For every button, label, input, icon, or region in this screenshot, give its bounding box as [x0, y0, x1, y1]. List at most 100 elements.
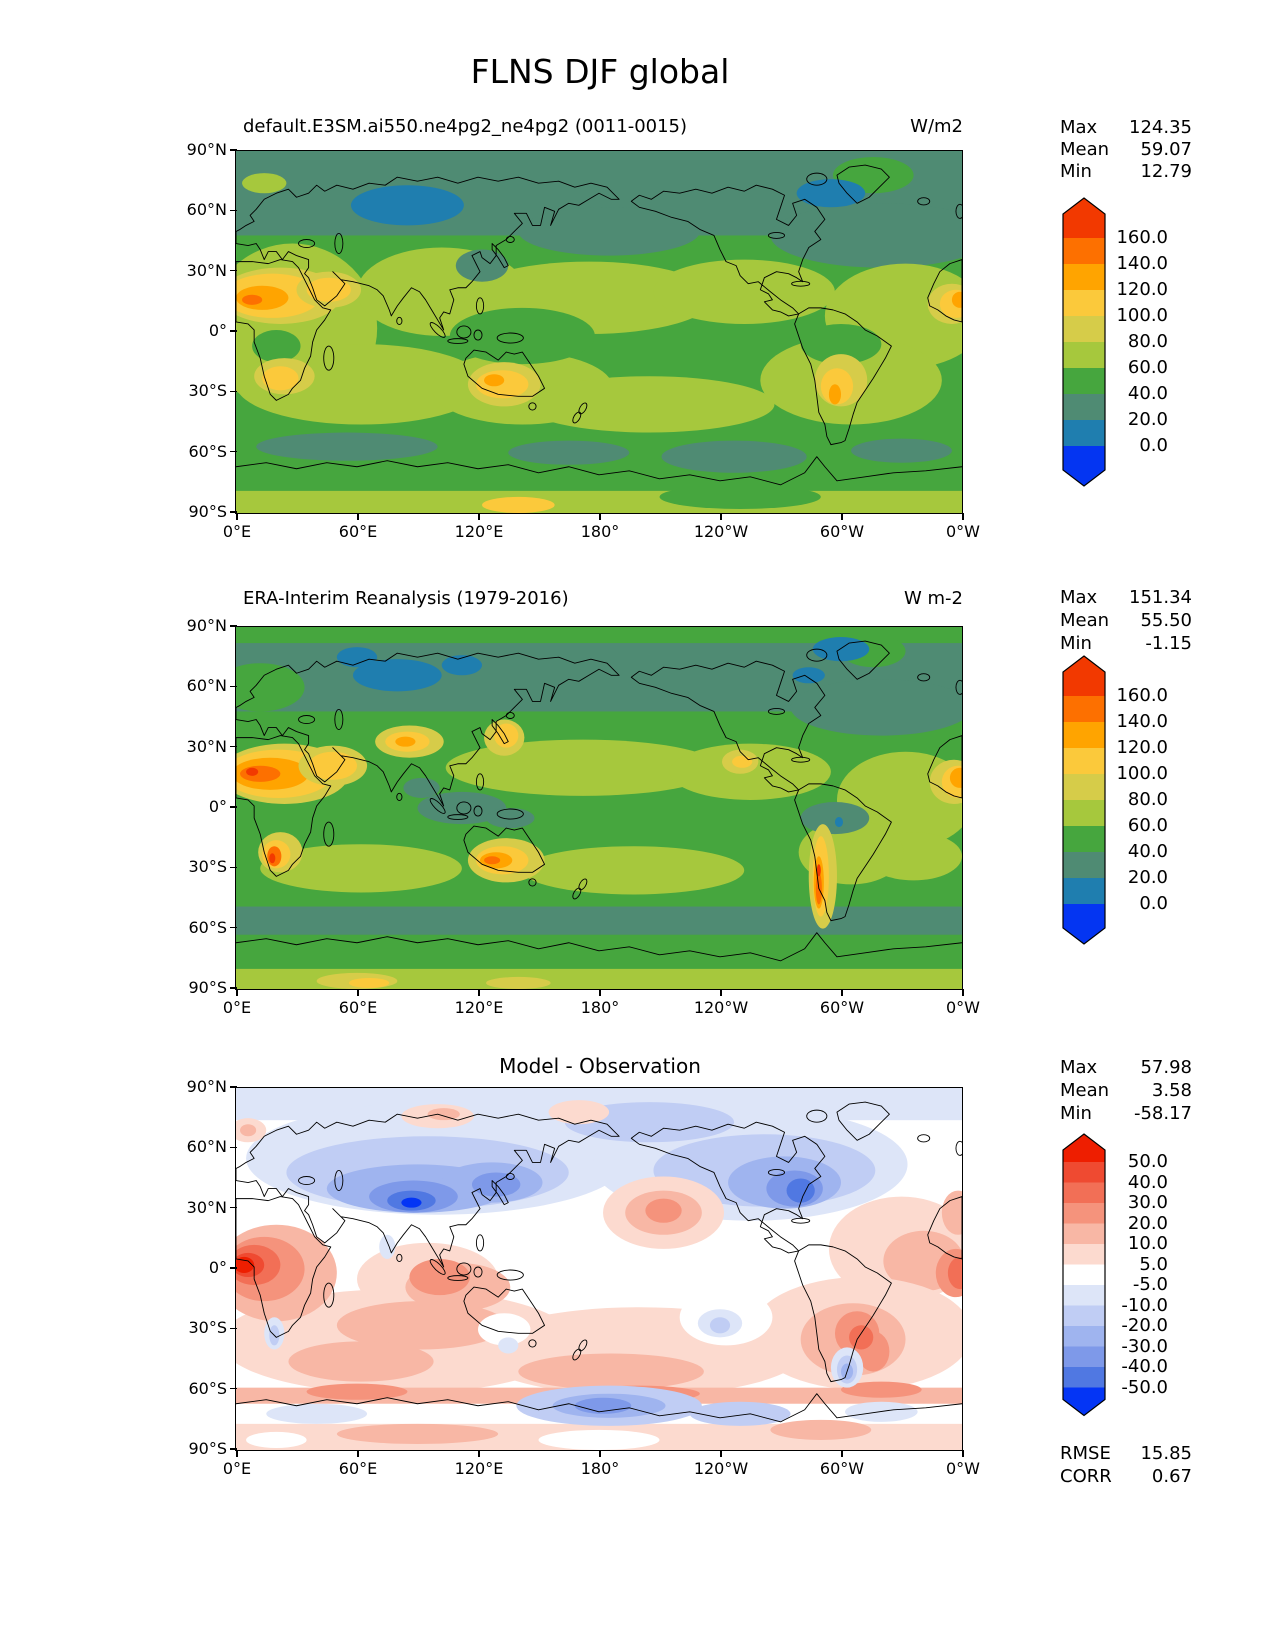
- panel2-title: ERA-Interim Reanalysis (1979-2016): [243, 588, 569, 609]
- lon-tick-mark: [357, 1450, 359, 1457]
- lon-tick-mark: [478, 989, 480, 996]
- metric-row: RMSE 15.85: [1060, 1443, 1192, 1466]
- panel2-map: [235, 626, 963, 990]
- lat-tick-label: 90°N: [186, 1077, 227, 1096]
- colorbar-tick-label: -10.0: [1121, 1294, 1168, 1316]
- lon-tick-label: 0°E: [222, 522, 252, 541]
- stat-value: -1.15: [1145, 633, 1192, 654]
- lat-tick-mark: [230, 269, 237, 272]
- lat-tick-mark: [230, 926, 237, 929]
- lat-tick-label: 60°N: [186, 200, 227, 220]
- stat-value: 3.58: [1151, 1080, 1192, 1101]
- lat-tick-label: 0°: [208, 321, 227, 340]
- stat-row: Max 57.98: [1060, 1057, 1192, 1080]
- stat-label: Max: [1060, 1057, 1098, 1078]
- lon-tick-label: 0°W: [946, 522, 980, 541]
- lat-tick-label: 90°S: [188, 502, 227, 521]
- stat-label: Max: [1060, 587, 1098, 608]
- lon-tick-label: 120°E: [454, 1459, 504, 1478]
- colorbar-tick-label: 30.0: [1127, 1192, 1168, 1213]
- lon-tick-label: 120°W: [693, 522, 749, 541]
- lon-tick-mark: [841, 989, 843, 996]
- lon-tick-label: 180°: [580, 522, 620, 541]
- stat-label: Mean: [1060, 610, 1110, 631]
- colorbar-tick-label: 0.0: [1139, 435, 1168, 456]
- colorbar-tick-label: 20.0: [1127, 409, 1168, 430]
- lat-tick-mark: [230, 450, 237, 453]
- lat-tick-label: 30°N: [186, 1197, 227, 1217]
- panel3-title: Model - Observation: [499, 1054, 701, 1078]
- colorbar-tick-label: 10.0: [1127, 1233, 1168, 1254]
- stat-value: 59.07: [1140, 139, 1192, 160]
- colorbar-tick-label: 5.0: [1139, 1253, 1168, 1275]
- lon-tick-label: 0°E: [222, 998, 252, 1017]
- lon-tick-mark: [962, 513, 964, 520]
- colorbar-svg: [1062, 655, 1106, 945]
- stat-value: 151.34: [1129, 587, 1192, 608]
- lat-tick-label: 0°: [208, 797, 227, 816]
- lon-tick-label: 60°W: [819, 522, 865, 541]
- lon-tick-label: 120°E: [454, 522, 504, 541]
- stat-label: Max: [1060, 117, 1098, 138]
- lat-tick-mark: [230, 1327, 237, 1330]
- colorbar-tick-label: 120.0: [1116, 737, 1168, 758]
- lon-tick-label: 180°: [580, 1459, 620, 1478]
- lat-tick-label: 90°S: [188, 1439, 227, 1458]
- lon-tick-mark: [478, 1450, 480, 1457]
- colorbar-tick-label: 80.0: [1127, 789, 1168, 810]
- stat-row: Max 124.35: [1060, 117, 1192, 139]
- lat-tick-mark: [230, 685, 237, 688]
- colorbar-svg: [1062, 1133, 1106, 1417]
- colorbar-tick-label: 140.0: [1116, 711, 1168, 732]
- stat-value: 12.79: [1140, 161, 1192, 182]
- metric-row: CORR 0.67: [1060, 1466, 1192, 1489]
- lon-tick-mark: [357, 513, 359, 520]
- colorbar-tick-label: 40.0: [1127, 1171, 1168, 1193]
- lat-tick-mark: [230, 1448, 237, 1450]
- colorbar-tick-label: 100.0: [1116, 305, 1168, 326]
- panel1-stats: Max 124.35 Mean 59.07 Min 12.79: [1060, 117, 1192, 183]
- panel3-colorbar: [1062, 1133, 1106, 1421]
- lat-tick-label: 60°N: [186, 676, 227, 696]
- lon-tick-mark: [962, 989, 964, 996]
- stat-value: 124.35: [1129, 117, 1192, 138]
- lat-tick-mark: [230, 866, 237, 869]
- colorbar-tick-label: -20.0: [1121, 1315, 1168, 1336]
- lon-tick-label: 120°E: [454, 998, 504, 1017]
- colorbar-tick-label: 40.0: [1127, 841, 1168, 862]
- lat-tick-label: 30°S: [188, 1318, 227, 1338]
- lon-tick-mark: [962, 1450, 964, 1457]
- lon-tick-label: 60°E: [338, 522, 378, 541]
- colorbar-svg: [1062, 197, 1106, 487]
- colorbar-tick-label: 160.0: [1116, 685, 1168, 706]
- lat-tick-label: 0°: [208, 1258, 227, 1277]
- lon-tick-mark: [841, 513, 843, 520]
- stat-row: Min -1.15: [1060, 633, 1192, 656]
- stat-row: Mean 55.50: [1060, 610, 1192, 633]
- map-model-contours: [236, 151, 962, 513]
- colorbar-tick-label: -5.0: [1132, 1274, 1168, 1295]
- lat-tick-mark: [230, 987, 237, 989]
- lat-tick-label: 90°N: [186, 140, 227, 159]
- stat-row: Min 12.79: [1060, 161, 1192, 183]
- lat-tick-label: 60°S: [188, 917, 227, 937]
- panel1-colorbar: [1062, 197, 1106, 491]
- lon-tick-mark: [720, 1450, 722, 1457]
- map-obs-contours: [236, 627, 962, 989]
- lat-tick-label: 30°N: [186, 736, 227, 756]
- lat-tick-mark: [230, 745, 237, 748]
- panel3-metrics: RMSE 15.85 CORR 0.67: [1060, 1443, 1192, 1489]
- lon-tick-label: 0°E: [222, 1459, 252, 1478]
- lat-tick-label: 60°N: [186, 1137, 227, 1157]
- colorbar-tick-label: 80.0: [1127, 331, 1168, 352]
- stat-label: Mean: [1060, 1080, 1110, 1101]
- stat-label: Min: [1060, 161, 1092, 182]
- panel2-units: W m-2: [903, 588, 963, 609]
- lon-tick-mark: [841, 1450, 843, 1457]
- lat-tick-label: 60°S: [188, 1378, 227, 1398]
- metric-value: 15.85: [1140, 1443, 1192, 1464]
- lat-tick-mark: [230, 511, 237, 513]
- colorbar-tick-label: 140.0: [1116, 253, 1168, 274]
- lat-tick-label: 90°N: [186, 616, 227, 635]
